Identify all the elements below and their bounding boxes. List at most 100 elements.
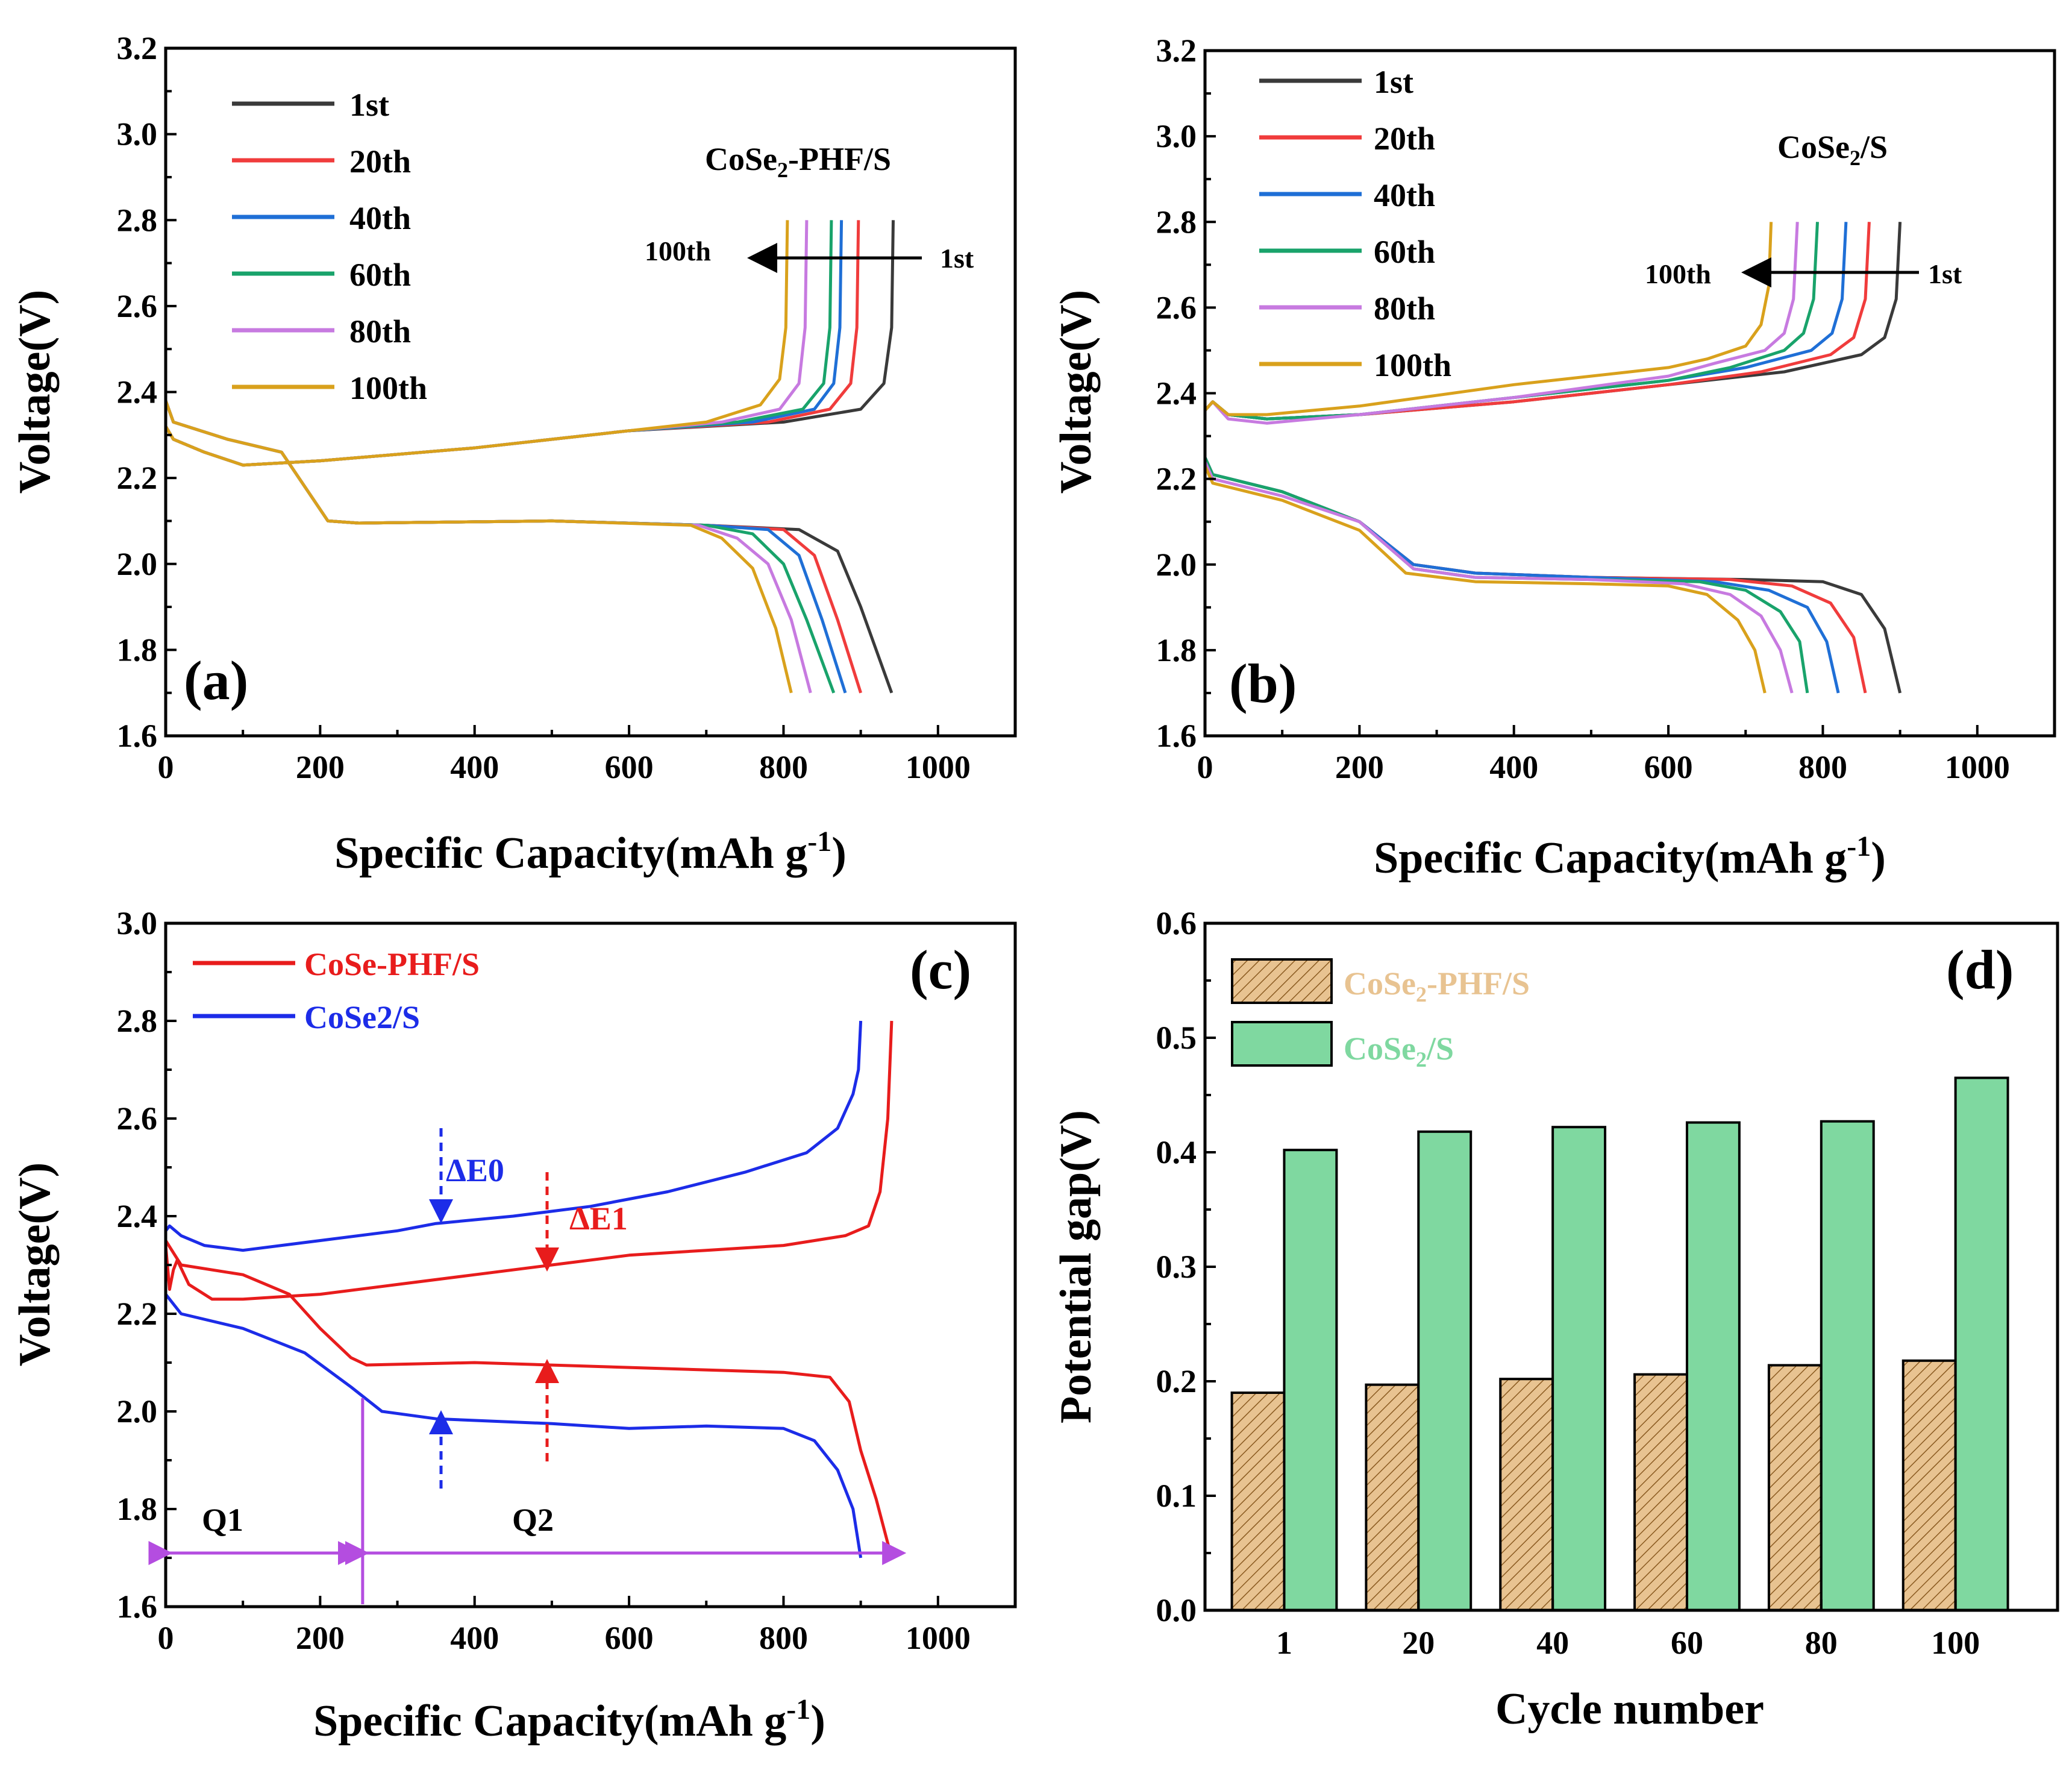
legend-label: 80th [1374, 290, 1435, 327]
x-tick-label: 800 [759, 749, 808, 785]
x-tick-label: 200 [1335, 749, 1384, 785]
y-tick-label: 1.6 [1156, 718, 1197, 754]
bar [1767, 1364, 1823, 1611]
panel-b-legend: 1st 20th 40th 60th 80th 100th [1259, 64, 1451, 383]
bar [1954, 1076, 2009, 1611]
y-tick-label: 0.2 [1156, 1363, 1197, 1399]
legend-label: 100th [1374, 347, 1451, 383]
y-tick-label: 2.0 [1156, 547, 1197, 583]
bar [1551, 1126, 1607, 1611]
panel-c-axes: 0 200 400 600 800 1000 1.6 1.8 2.0 2.2 2.4 2.6 2.8 3.… [117, 905, 971, 1656]
x-tick-label: 1 [1276, 1625, 1292, 1661]
series-discharge-line [164, 400, 812, 694]
panel-a-legend: 1st 20th 40th 60th 80th 100th [232, 87, 427, 406]
bar [1230, 1392, 1286, 1611]
legend-label: 1st [349, 87, 389, 123]
x-tick-label: 400 [1489, 749, 1538, 785]
y-tick-label: 0.1 [1156, 1478, 1197, 1514]
legend-label: 60th [349, 257, 411, 293]
bar [1365, 1383, 1420, 1611]
series-discharge-line [164, 1293, 863, 1558]
panel-c: 0 200 400 600 800 1000 1.6 1.8 2.0 2.2 2.4 2.6 2.8 3.… [10, 905, 1017, 1746]
panel-d-ylabel: Potential gap(V) [1051, 1110, 1101, 1423]
bar [1820, 1120, 1875, 1611]
y-tick-label: 2.6 [117, 1100, 158, 1137]
x-tick-label: 80 [1805, 1625, 1838, 1661]
panel-a-axes: 0 200 400 600 800 1000 1.6 1.8 2.0 2.2 2.4 2.6 2.8 3.… [117, 30, 971, 785]
panel-b-frame [1203, 49, 2056, 738]
panel-b-curves [1203, 222, 1902, 694]
legend-swatch [1231, 958, 1333, 1004]
x-tick-label: 600 [605, 1620, 654, 1656]
x-tick-label: 1000 [1945, 749, 2010, 785]
panel-c-letter: (c) [910, 939, 971, 1000]
panel-a: 0 200 400 600 800 1000 1.6 1.8 2.0 2.2 2.4 2.6 2.8 3.… [10, 30, 1017, 878]
panel-b-ylabel: Voltage(V) [1051, 290, 1101, 494]
y-tick-label: 0.5 [1156, 1020, 1197, 1056]
series-charge-line [164, 1020, 863, 1252]
capacity-split-annotation: Q1 Q2 [148, 1398, 907, 1604]
x-tick-label: 40 [1536, 1625, 1569, 1661]
panel-a-letter: (a) [184, 650, 248, 711]
y-tick-label: 2.4 [1156, 375, 1197, 412]
x-tick-label: 200 [296, 749, 345, 785]
bar [1901, 1359, 1957, 1612]
panel-d-letter: (d) [1946, 939, 2014, 1000]
x-tick-label: 400 [450, 749, 499, 785]
panel-b-arrow-start-label: 1st [1928, 259, 1962, 289]
legend-label: 60th [1374, 234, 1435, 270]
y-tick-label: 1.8 [117, 1491, 158, 1527]
y-tick-label: 2.4 [117, 1198, 158, 1234]
legend-label: 40th [349, 200, 411, 236]
panel-c-xlabel: Specific Capacity(mAh g-1) [313, 1693, 825, 1746]
delta-e1-annotation: ΔE1 [535, 1172, 628, 1461]
x-tick-label: 0 [1197, 749, 1213, 785]
panel-a-ylabel: Voltage(V) [10, 290, 60, 494]
panel-d: 1 20 40 60 80 100 0.0 0.1 0.2 0.3 0.4 0.5 0.6 CoSe2-… [1051, 905, 2059, 1734]
x-tick-label: 100 [1931, 1625, 1980, 1661]
x-tick-label: 0 [158, 1620, 174, 1656]
panel-c-ylabel: Voltage(V) [10, 1163, 60, 1366]
x-tick-label: 600 [1644, 749, 1693, 785]
panel-c-legend: CoSe-PHF/S CoSe2/S [193, 946, 480, 1035]
x-tick-label: 600 [605, 749, 654, 785]
panel-a-arrow-start-label: 1st [940, 243, 974, 274]
bar [1685, 1121, 1741, 1611]
y-tick-label: 0.4 [1156, 1134, 1197, 1170]
y-tick-label: 1.8 [1156, 632, 1197, 668]
series-discharge-line [1203, 457, 1840, 694]
y-tick-label: 3.0 [1156, 118, 1197, 154]
x-tick-label: 1000 [906, 1620, 971, 1656]
panel-d-xlabel: Cycle number [1495, 1684, 1764, 1734]
y-tick-label: 2.2 [1156, 461, 1197, 497]
x-tick-label: 800 [1798, 749, 1847, 785]
x-tick-label: 800 [759, 1620, 808, 1656]
y-tick-label: 0.6 [1156, 905, 1197, 941]
series-charge-line [1204, 222, 1773, 416]
y-tick-label: 2.6 [1156, 289, 1197, 325]
panel-b-arrow-end-label: 100th [1645, 259, 1711, 289]
y-tick-label: 2.0 [117, 546, 158, 582]
panel-c-frame [164, 921, 1017, 1608]
panel-c-curves [164, 1020, 894, 1558]
panel-a-sample-label: CoSe2-PHF/S [705, 141, 891, 182]
delta-e1-label: ΔE1 [569, 1200, 628, 1237]
series-charge-line [164, 220, 844, 467]
y-tick-label: 2.8 [1156, 204, 1197, 240]
legend-label: 80th [349, 313, 411, 350]
legend-label: CoSe2/S [304, 999, 420, 1035]
series-discharge-line [164, 400, 894, 694]
series-charge-line [1204, 222, 1799, 425]
series-charge-line [164, 220, 833, 467]
delta-e0-annotation: ΔE0 [429, 1128, 504, 1489]
x-tick-label: 400 [450, 1620, 499, 1656]
legend-label: CoSe2/S [1344, 1031, 1454, 1072]
legend-label: 100th [349, 370, 427, 406]
bar [1633, 1373, 1688, 1612]
series-discharge-line [164, 1240, 894, 1558]
y-tick-label: 1.6 [117, 1589, 158, 1625]
legend-swatch [1231, 1021, 1333, 1067]
q2-label: Q2 [512, 1502, 554, 1538]
panel-b-axes: 0 200 400 600 800 1000 1.6 1.8 2.0 2.2 2.4 2.6 2.8 3.… [1156, 33, 2010, 785]
